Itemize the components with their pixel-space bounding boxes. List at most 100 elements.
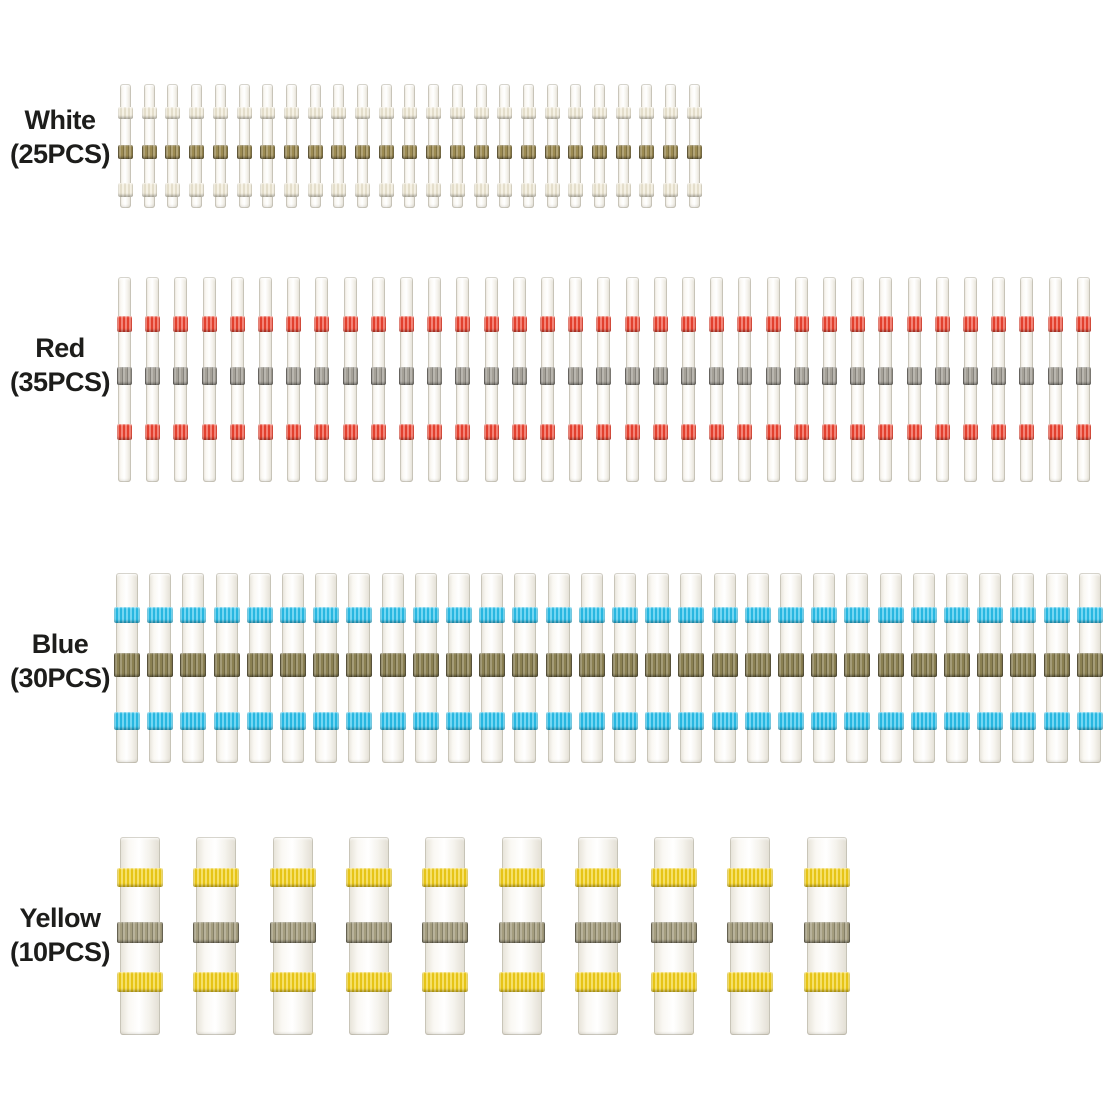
heatshrink-color-ring [511, 315, 527, 332]
heatshrink-color-ring [212, 183, 228, 198]
connector-tube-red [681, 277, 696, 482]
heatshrink-color-ring [117, 972, 163, 993]
heatshrink-color-ring [1075, 423, 1091, 440]
heatshrink-color-ring [639, 183, 655, 198]
solder-ring [114, 652, 140, 677]
heatshrink-color-ring [709, 315, 725, 332]
connector-tube-white [615, 84, 631, 208]
heatshrink-color-ring [189, 183, 205, 198]
heatshrink-color-ring [540, 315, 555, 332]
heatshrink-color-ring [307, 106, 323, 119]
heatshrink-color-ring [765, 423, 781, 440]
solder-ring [173, 366, 189, 386]
solder-ring [342, 366, 358, 386]
solder-ring [727, 921, 774, 943]
color-name: White [24, 105, 97, 135]
heatshrink-color-ring [545, 607, 572, 623]
connector-tube-red [963, 277, 978, 482]
heatshrink-color-ring [283, 183, 299, 198]
heatshrink-color-ring [117, 315, 132, 332]
connector-tube-red [117, 277, 132, 482]
row-label-yellow: Yellow (10PCS) [0, 901, 120, 969]
heatshrink-color-ring [147, 712, 174, 731]
heatshrink-color-ring [173, 315, 189, 332]
heatshrink-color-ring [427, 315, 443, 332]
connector-tube-blue [612, 573, 638, 763]
heatshrink-color-ring [850, 315, 866, 332]
heatshrink-color-ring [314, 315, 330, 332]
solder-ring [574, 921, 621, 943]
solder-ring [412, 652, 439, 677]
heatshrink-color-ring [117, 423, 132, 440]
heatshrink-color-ring [283, 106, 299, 119]
connector-tube-white [544, 84, 560, 208]
row-label-blue: Blue (30PCS) [0, 627, 120, 695]
heatshrink-color-ring [314, 423, 330, 440]
connector-tube-blue [645, 573, 672, 763]
solder-ring [545, 652, 572, 677]
heatshrink-color-ring [727, 972, 774, 993]
solder-ring [803, 921, 850, 943]
solder-ring [498, 921, 545, 943]
connector-tube-white [686, 84, 702, 208]
solder-ring [910, 652, 937, 677]
heatshrink-color-ring [213, 607, 240, 623]
solder-ring [765, 366, 781, 386]
heatshrink-color-ring [280, 712, 306, 731]
heatshrink-color-ring [229, 315, 245, 332]
heatshrink-color-ring [114, 607, 140, 623]
heatshrink-color-ring [568, 423, 584, 440]
solder-ring [850, 366, 866, 386]
connector-tube-blue [711, 573, 738, 763]
heatshrink-color-ring [229, 423, 245, 440]
connector-tube-red [624, 277, 640, 482]
heatshrink-color-ring [189, 106, 205, 119]
connector-tube-yellow [117, 837, 163, 1035]
heatshrink-color-ring [180, 607, 207, 623]
heatshrink-color-ring [878, 423, 894, 440]
heatshrink-color-ring [578, 712, 605, 731]
heatshrink-color-ring [1010, 607, 1037, 623]
connector-tube-blue [446, 573, 472, 763]
connector-tube-blue [678, 573, 705, 763]
heatshrink-color-ring [455, 315, 471, 332]
heatshrink-color-ring [426, 106, 442, 119]
connector-tube-white [331, 84, 347, 208]
color-name: Red [35, 333, 85, 363]
connector-tube-red [399, 277, 414, 482]
solder-ring [117, 921, 163, 943]
heatshrink-color-ring [193, 972, 240, 993]
connector-tube-white [568, 84, 584, 208]
heatshrink-color-ring [399, 423, 414, 440]
heatshrink-color-ring [213, 712, 240, 731]
solder-ring [568, 366, 584, 386]
heatshrink-color-ring [678, 607, 705, 623]
heatshrink-color-ring [473, 106, 489, 119]
heatshrink-color-ring [483, 315, 499, 332]
solder-ring [520, 144, 536, 159]
heatshrink-color-ring [370, 423, 386, 440]
connector-tube-blue [1076, 573, 1103, 763]
solder-ring [379, 652, 406, 677]
heatshrink-color-ring [1047, 315, 1063, 332]
heatshrink-color-ring [399, 315, 414, 332]
heatshrink-color-ring [193, 868, 240, 888]
connector-tube-yellow [651, 837, 698, 1035]
solder-ring [877, 652, 904, 677]
heatshrink-color-ring [1075, 315, 1091, 332]
solder-ring [512, 652, 539, 677]
connector-tube-red [314, 277, 330, 482]
heatshrink-color-ring [678, 712, 705, 731]
heatshrink-color-ring [944, 712, 970, 731]
connector-tube-red [737, 277, 753, 482]
connector-tube-blue [545, 573, 572, 763]
piece-count: (35PCS) [9, 367, 111, 397]
solder-ring [963, 366, 978, 386]
solder-ring [615, 144, 631, 159]
solder-ring [1076, 652, 1103, 677]
heatshrink-color-ring [663, 183, 679, 198]
solder-ring [540, 366, 555, 386]
solder-ring [422, 921, 469, 943]
heatshrink-color-ring [520, 183, 536, 198]
connector-tube-blue [811, 573, 838, 763]
